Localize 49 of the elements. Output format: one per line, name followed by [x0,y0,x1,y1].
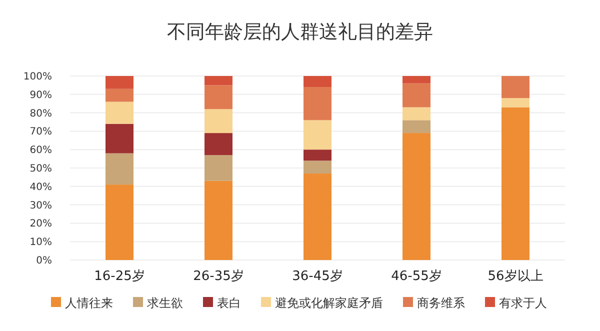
y-tick-label: 30% [30,200,52,212]
y-tick-label: 90% [30,90,52,101]
bar [502,98,530,108]
bar [204,180,232,260]
y-tick-label: 40% [30,182,52,193]
y-tick-label: 10% [30,237,52,248]
bar [204,76,232,86]
bar [204,155,232,181]
bar [304,120,332,150]
bar [106,124,134,154]
bar [106,76,134,89]
x-tick-label: 16-25岁 [94,269,145,284]
y-tick-label: 80% [30,108,52,120]
legend-label: 有求于人 [499,296,547,310]
x-tick-label: 56岁以上 [488,269,544,284]
y-tick-label: 60% [30,145,52,156]
y-tick-label: 70% [30,126,52,138]
y-tick-label: 50% [30,164,52,174]
bar [402,107,430,120]
x-tick-label: 36-45岁 [292,269,343,284]
bar [402,76,430,84]
bar [502,76,530,98]
bar [304,174,332,260]
bar [106,102,134,124]
bar [304,76,332,88]
bar [106,153,134,185]
bar [106,88,134,102]
chart-title: 不同年龄层的人群送礼目的差异 [167,21,433,43]
x-tick-label: 46-55岁 [391,269,442,284]
y-tick-label: 0% [36,256,52,266]
bar [402,133,430,260]
y-tick-label: 20% [30,218,52,230]
bar [402,120,430,134]
legend-label: 表白 [217,296,241,310]
legend-label: 求生欲 [147,296,183,310]
bar [304,87,332,120]
bar [304,150,332,161]
y-tick-label: 100% [23,72,52,82]
bar [204,133,232,156]
legend-label: 避免或化解家庭矛盾 [275,296,383,310]
legend-label: 商务维系 [417,296,465,310]
bar [204,109,232,134]
bar [106,184,134,260]
bar [402,83,430,108]
bar [204,85,232,110]
legend-label: 人情往来 [65,296,113,310]
bar [502,107,530,260]
x-tick-label: 26-35岁 [193,269,244,284]
bar [304,160,332,174]
